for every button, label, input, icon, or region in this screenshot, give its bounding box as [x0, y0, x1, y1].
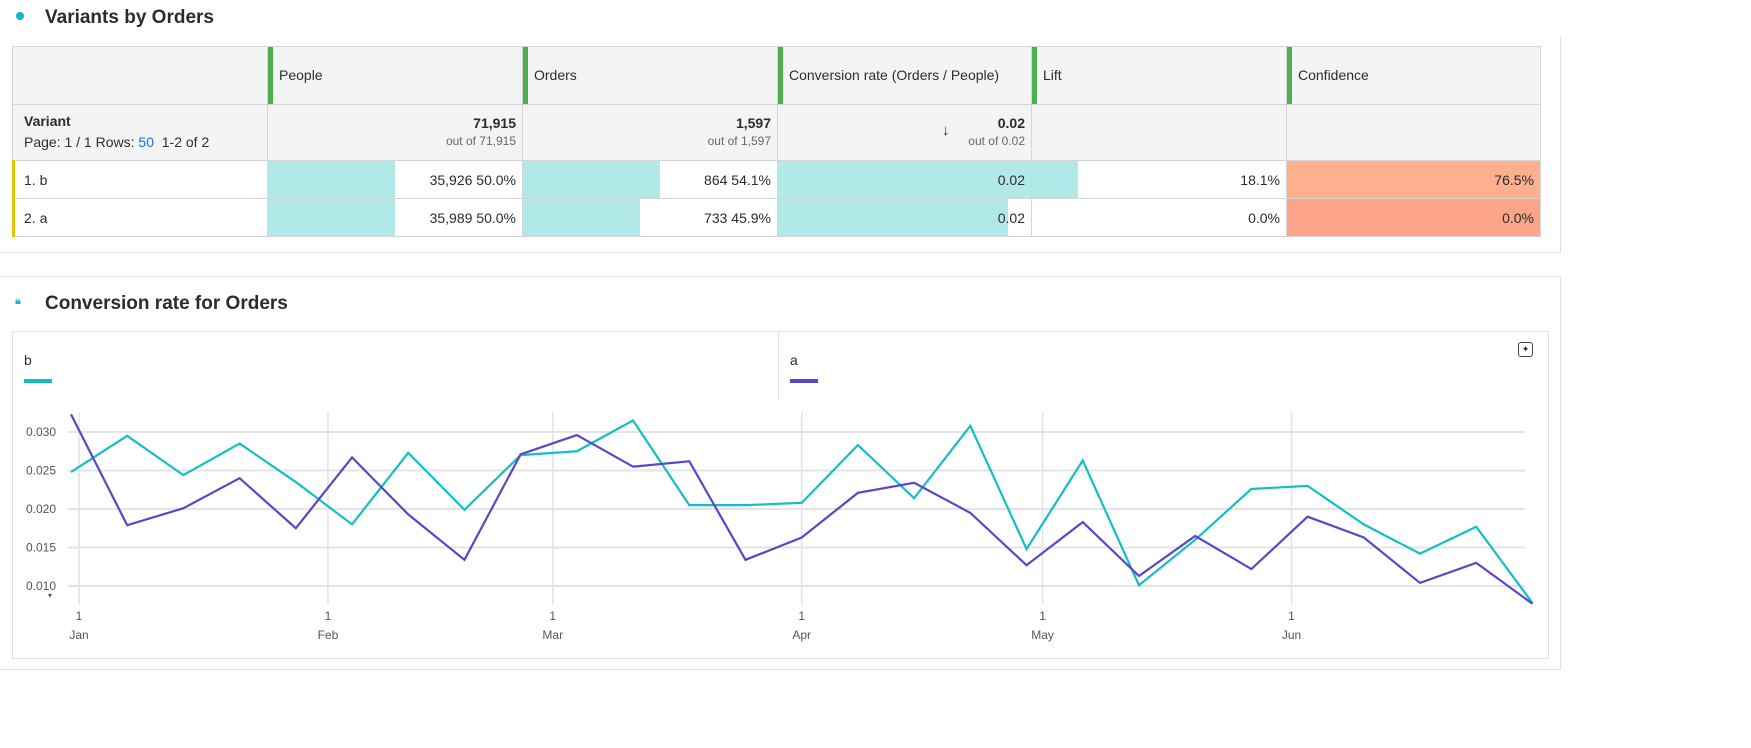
- legend-swatch-a: [790, 379, 818, 383]
- scroll-gutter: [1540, 46, 1557, 105]
- value-bar: [1032, 161, 1078, 198]
- table-row[interactable]: 2. a 35,989 50.0% 733 45.9% 0.02 0.0% 0.…: [12, 198, 1557, 237]
- freeform-table: People Orders Conversion rate (Orders / …: [12, 46, 1557, 237]
- y-tick-label: 0.020: [26, 502, 56, 516]
- row-label: 1. b: [24, 172, 48, 188]
- drag-handle[interactable]: [1032, 47, 1037, 104]
- row-range: 1-2 of 2: [161, 134, 210, 150]
- page-label: Page: 1 / 1 Rows:: [24, 134, 135, 150]
- legend-divider: [778, 332, 779, 400]
- row-label-cell[interactable]: 2. a: [12, 198, 268, 237]
- total-people: 71,915 out of 71,915: [267, 104, 523, 161]
- x-tick-day: 1: [1288, 609, 1295, 623]
- ai-insight-icon[interactable]: ✦: [1518, 342, 1533, 357]
- panel-title: Variants by Orders: [45, 7, 214, 28]
- corner-cell: [12, 46, 268, 105]
- drag-handle[interactable]: [523, 47, 528, 104]
- confidence-cell: 76.5%: [1286, 160, 1541, 199]
- column-header-people[interactable]: People: [267, 46, 523, 105]
- total-orders: 1,597 out of 1,597: [522, 104, 778, 161]
- drag-handle[interactable]: [1287, 47, 1292, 104]
- status-dot-icon: [16, 12, 24, 20]
- chart-box: b a ✦: [12, 331, 1549, 659]
- column-header-confidence[interactable]: Confidence: [1286, 46, 1541, 105]
- people-cell: 35,989 50.0%: [267, 198, 523, 237]
- x-tick-day: 1: [549, 609, 556, 623]
- y-axis-more-icon: ▾: [48, 591, 52, 600]
- rows-per-page-link[interactable]: 50: [138, 134, 154, 150]
- y-tick-label: 0.010: [26, 579, 56, 593]
- value-bar: [523, 161, 661, 198]
- lock-icon: 🔒︎: [15, 295, 21, 307]
- orders-cell: 864 54.1%: [522, 160, 778, 199]
- value-bar: [778, 199, 1009, 236]
- x-tick-month: Apr: [792, 628, 811, 642]
- row-label-cell[interactable]: 1. b: [12, 160, 268, 199]
- legend-swatch-b: [24, 379, 52, 383]
- y-tick-label: 0.025: [26, 464, 56, 478]
- x-tick-month: Mar: [542, 628, 563, 642]
- people-cell: 35,926 50.0%: [267, 160, 523, 199]
- dimension-cell: Variant Page: 1 / 1 Rows: 50 1-2 of 2: [12, 104, 268, 161]
- y-tick-label: 0.015: [26, 541, 56, 555]
- orders-cell: 733 45.9%: [522, 198, 778, 237]
- dimension-label: Variant: [24, 113, 71, 129]
- drag-handle[interactable]: [268, 47, 273, 104]
- panel-title: Conversion rate for Orders: [45, 293, 288, 314]
- y-tick-label: 0.030: [26, 425, 56, 439]
- conversion-cell: 0.02: [777, 160, 1032, 199]
- x-tick-month: Jun: [1282, 628, 1301, 642]
- value-bar: [268, 161, 395, 198]
- freeform-table-panel: People Orders Conversion rate (Orders / …: [0, 36, 1561, 253]
- drag-handle[interactable]: [778, 47, 783, 104]
- arrow-down-icon[interactable]: ↓: [942, 122, 950, 139]
- legend-label-b[interactable]: b: [24, 352, 32, 368]
- x-tick-month: May: [1031, 628, 1054, 642]
- confidence-cell: 0.0%: [1286, 198, 1541, 237]
- chart-panel: 🔒︎ Conversion rate for Orders b a ✦: [0, 276, 1561, 670]
- table-row[interactable]: 1. b 35,926 50.0% 864 54.1% 0.02 18.1% 7…: [12, 160, 1557, 199]
- x-tick-month: Feb: [318, 628, 339, 642]
- x-tick-day: 1: [76, 609, 83, 623]
- value-bar: [523, 199, 640, 236]
- value-bar: [268, 199, 395, 236]
- x-tick-day: 1: [798, 609, 805, 623]
- x-tick-day: 1: [1039, 609, 1046, 623]
- lift-cell: 0.0%: [1031, 198, 1287, 237]
- x-tick-month: Jan: [69, 628, 88, 642]
- row-label: 2. a: [24, 210, 48, 226]
- column-header-conversion[interactable]: Conversion rate (Orders / People): [777, 46, 1032, 105]
- column-header-orders[interactable]: Orders: [522, 46, 778, 105]
- total-conversion: ↓ 0.02 out of 0.02: [777, 104, 1032, 161]
- x-tick-day: 1: [325, 609, 332, 623]
- legend-label-a[interactable]: a: [790, 352, 798, 368]
- value-bar: [778, 161, 1031, 198]
- conversion-cell: 0.02: [777, 198, 1032, 237]
